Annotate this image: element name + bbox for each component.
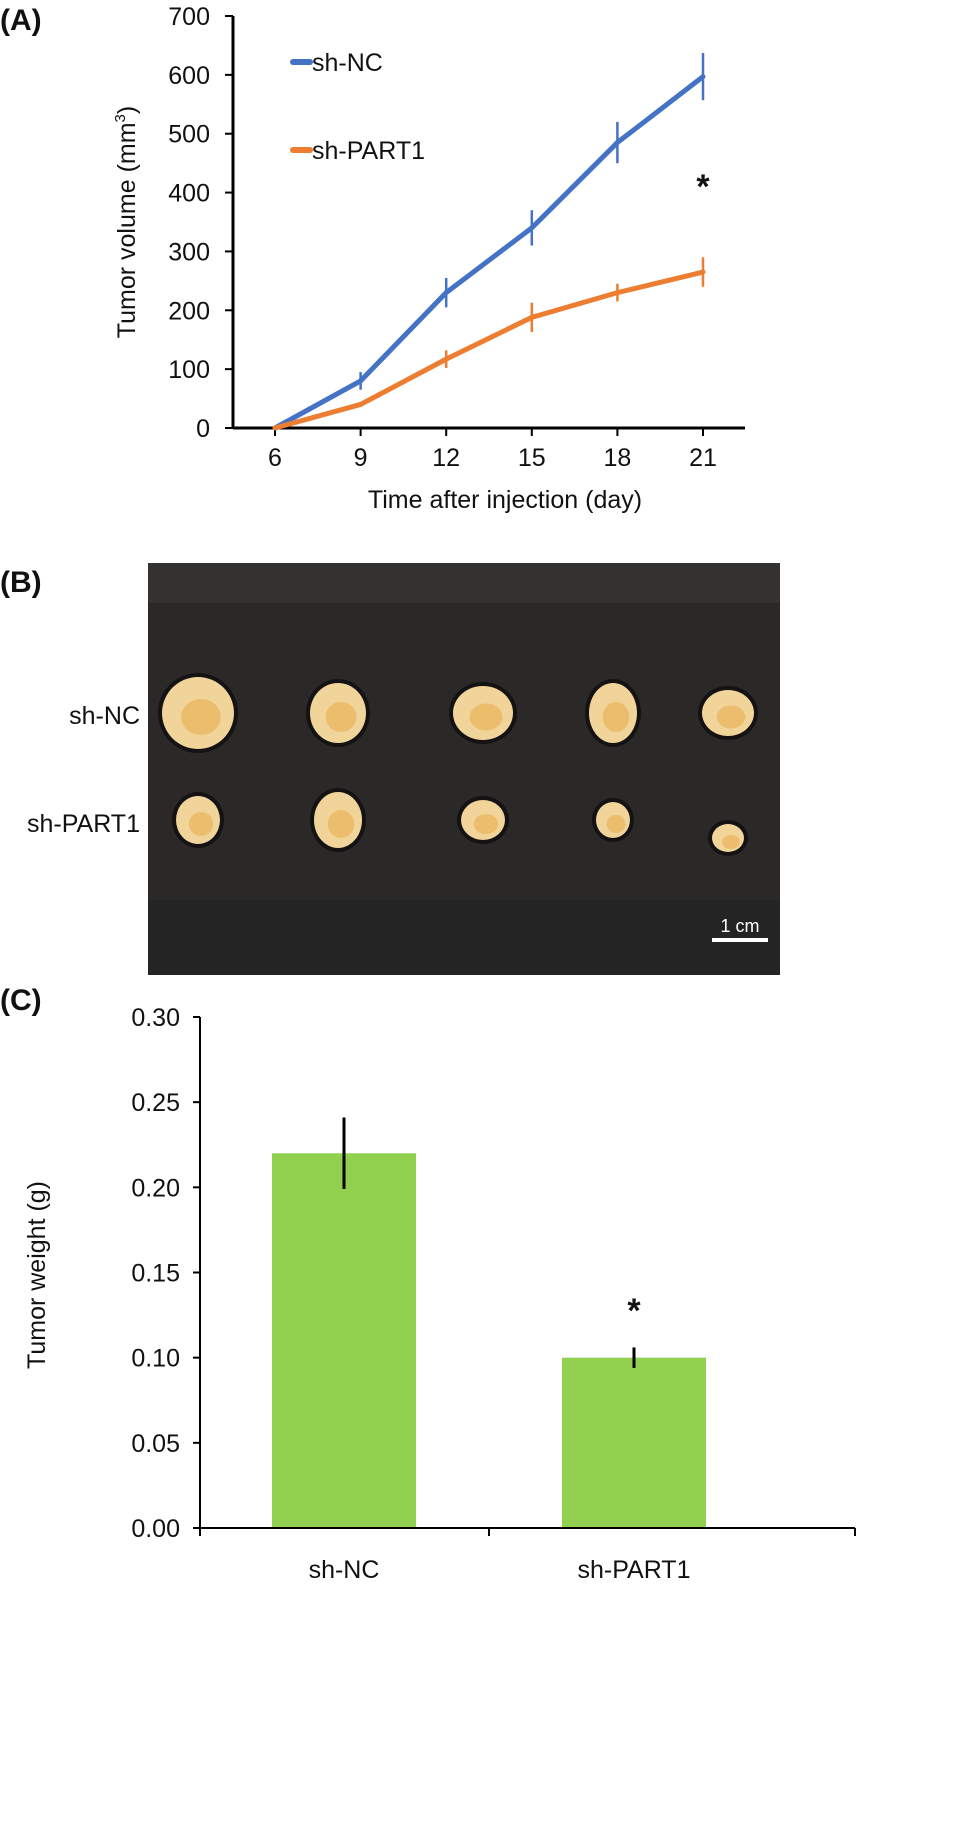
tumor-photo: sh-NC sh-PART1 1 cm	[27, 563, 780, 975]
data-point	[614, 290, 620, 296]
bar-sh-nc	[272, 1153, 416, 1528]
y-tick-label: 0.25	[131, 1089, 180, 1117]
data-point	[272, 425, 278, 431]
x-tick-label: 9	[354, 444, 368, 472]
y-axis-title: Tumor volume (mm3)	[112, 106, 141, 338]
tumor-volume-line-chart: Tumor volume (mm3) Time after injection …	[112, 3, 745, 514]
data-point	[529, 225, 535, 231]
tumor-core	[606, 815, 626, 833]
y-tick-label: 100	[168, 356, 210, 384]
row-label-sh-nc: sh-NC	[69, 702, 140, 730]
x-tick-label: 6	[268, 444, 282, 472]
data-point	[700, 74, 706, 80]
tumor-core	[327, 810, 355, 838]
tumor-core	[188, 812, 214, 836]
x-tick-label: 18	[603, 444, 631, 472]
scale-bar-label: 1 cm	[720, 916, 759, 936]
row-label-sh-part1: sh-PART1	[27, 810, 140, 838]
y-tick-label: 200	[168, 297, 210, 325]
tumor-core	[325, 702, 357, 732]
y-tick-label: 600	[168, 62, 210, 90]
y-tick-label: 0.15	[131, 1260, 180, 1288]
tumor-core	[716, 705, 746, 729]
y-tick-label: 0.00	[131, 1515, 180, 1543]
x-axis-title: Time after injection (day)	[368, 486, 642, 514]
scale-bar	[712, 938, 768, 942]
tumor-core	[602, 702, 630, 732]
significance-asterisk: *	[627, 1292, 641, 1330]
significance-asterisk: *	[696, 168, 710, 206]
series-line-sh-nc	[273, 74, 705, 431]
tumor-weight-bar-chart: Tumor weight (g) 0.00 0.05 0.10 0.15 0.20 0.2…	[23, 1004, 856, 1584]
data-point	[443, 356, 449, 362]
series-line-sh-part1	[274, 269, 704, 431]
y-tick-label: 0.20	[131, 1174, 180, 1202]
legend-label: sh-PART1	[312, 137, 425, 165]
y-tick-label: 0.05	[131, 1430, 180, 1458]
x-tick-label: sh-NC	[309, 1556, 380, 1584]
panel-label-c: (C)	[0, 984, 42, 1017]
x-tick-label: sh-PART1	[577, 1556, 690, 1584]
y-tick-label: 0.10	[131, 1345, 180, 1373]
y-tick-label: 0	[196, 415, 210, 443]
y-tick-label: 400	[168, 180, 210, 208]
panel-label-a: (A)	[0, 4, 42, 37]
x-tick-label: 15	[518, 444, 546, 472]
data-point	[614, 140, 620, 146]
data-point	[700, 269, 706, 275]
data-point	[358, 401, 364, 407]
x-tick-label: 12	[432, 444, 460, 472]
y-tick-label: 300	[168, 238, 210, 266]
legend-label: sh-NC	[312, 49, 383, 77]
tumor-core	[473, 814, 499, 834]
y-tick-label: 500	[168, 121, 210, 149]
tumor-core	[722, 835, 740, 849]
y-axis-title: Tumor weight (g)	[23, 1181, 51, 1369]
y-tick-label: 0.30	[131, 1004, 180, 1032]
data-point	[443, 290, 449, 296]
data-point	[358, 378, 364, 384]
panel-label-b: (B)	[0, 566, 42, 599]
x-tick-label: 21	[689, 444, 717, 472]
bar-sh-part1	[562, 1357, 706, 1528]
tumor-core	[469, 703, 503, 731]
data-point	[529, 314, 535, 320]
y-tick-label: 700	[168, 3, 210, 31]
tumor-core	[181, 699, 221, 735]
